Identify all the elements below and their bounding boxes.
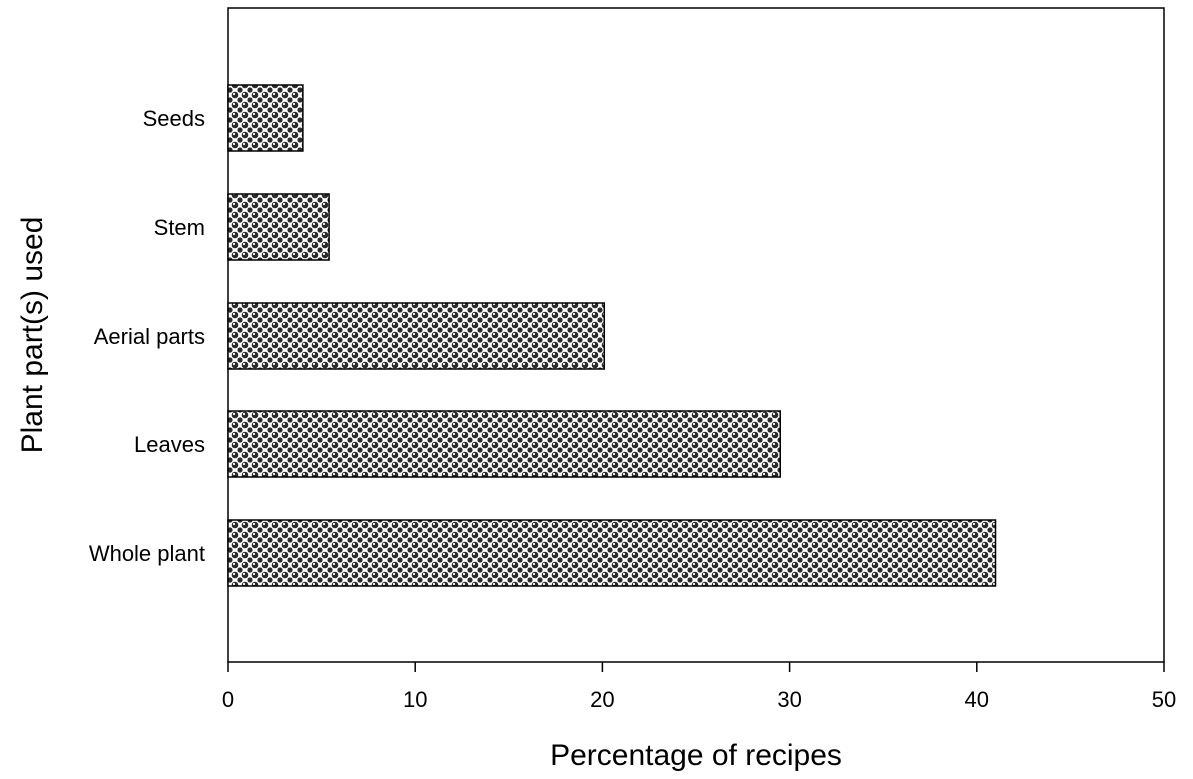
x-tick-label: 0 bbox=[222, 687, 234, 712]
y-category-label: Seeds bbox=[143, 106, 205, 131]
bars-group bbox=[227, 84, 997, 587]
x-axis-ticks: 0 10 20 30 40 50 bbox=[222, 662, 1176, 712]
y-category-label: Aerial parts bbox=[94, 324, 205, 349]
y-category-label: Whole plant bbox=[89, 541, 205, 566]
x-axis-title: Percentage of recipes bbox=[550, 739, 842, 772]
bar bbox=[227, 410, 781, 478]
y-axis-categories: Whole plant Leaves Aerial parts Stem Seeds bbox=[89, 106, 205, 566]
y-category-label: Stem bbox=[154, 215, 205, 240]
x-tick-label: 40 bbox=[965, 687, 989, 712]
bar bbox=[227, 302, 606, 370]
x-tick-label: 30 bbox=[777, 687, 801, 712]
bar bbox=[227, 193, 330, 261]
x-tick-label: 50 bbox=[1152, 687, 1176, 712]
x-tick-label: 20 bbox=[590, 687, 614, 712]
x-tick-label: 10 bbox=[403, 687, 427, 712]
y-category-label: Leaves bbox=[134, 432, 205, 457]
bar bbox=[227, 519, 997, 587]
bar bbox=[227, 84, 304, 152]
y-axis-title: Plant part(s) used bbox=[16, 217, 49, 454]
